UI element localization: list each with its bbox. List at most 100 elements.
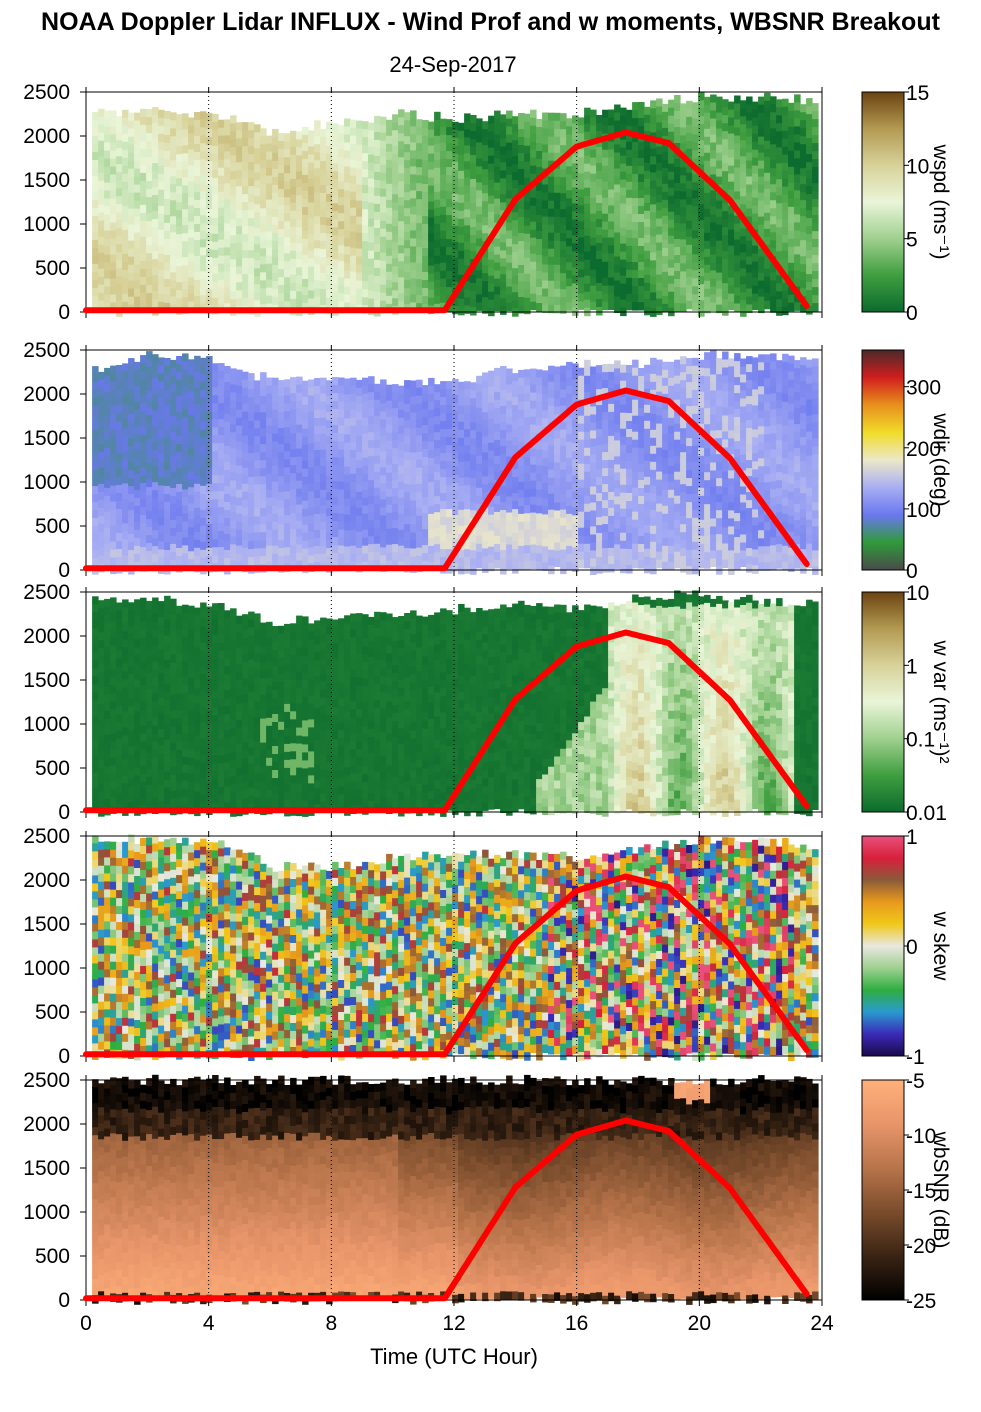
heatmap-cell xyxy=(584,195,591,205)
heatmap-cell xyxy=(188,253,195,262)
heatmap-cell xyxy=(548,533,555,543)
heatmap-cell xyxy=(164,358,171,367)
heatmap-cell xyxy=(380,196,387,206)
heatmap-cell xyxy=(380,180,387,190)
heatmap-cell xyxy=(548,232,555,242)
heatmap-cell xyxy=(440,254,447,264)
heatmap-cell xyxy=(578,117,585,126)
heatmap-cell xyxy=(752,157,759,167)
heatmap-cell xyxy=(284,229,291,238)
heatmap-cell xyxy=(200,271,207,280)
heatmap-cell xyxy=(440,501,447,510)
heatmap-cell xyxy=(128,462,135,471)
heatmap-cell xyxy=(806,98,813,107)
heatmap-cell xyxy=(92,175,99,185)
heatmap-cell xyxy=(374,527,381,537)
heatmap-cell xyxy=(200,255,207,264)
heatmap-cell xyxy=(134,192,141,202)
heatmap-cell xyxy=(242,395,249,405)
heatmap-cell xyxy=(338,385,345,394)
heatmap-cell xyxy=(320,153,327,162)
heatmap-cell xyxy=(110,477,117,487)
heatmap-cell xyxy=(308,210,315,219)
heatmap-cell xyxy=(230,536,237,545)
heatmap-cell xyxy=(392,552,399,561)
heatmap-cell xyxy=(164,510,171,519)
heatmap-cell xyxy=(200,279,207,288)
heatmap-cell xyxy=(92,454,99,463)
heatmap-cell xyxy=(176,476,183,485)
heatmap-cell xyxy=(116,236,123,245)
heatmap-cell xyxy=(152,458,159,467)
heatmap-cell xyxy=(110,198,117,207)
heatmap-cell xyxy=(434,536,441,545)
heatmap-cell xyxy=(128,144,135,154)
heatmap-cell xyxy=(698,132,705,141)
heatmap-cell xyxy=(302,278,309,288)
heatmap-cell xyxy=(524,385,531,394)
heatmap-cell xyxy=(164,518,171,527)
heatmap-cell xyxy=(674,239,681,248)
heatmap-cell xyxy=(212,137,219,147)
heatmap-cell xyxy=(422,385,429,394)
heatmap-cell xyxy=(308,491,315,500)
heatmap-cell xyxy=(620,235,627,245)
heatmap-cell xyxy=(386,223,393,233)
heatmap-cell xyxy=(146,285,153,294)
heatmap-cell xyxy=(476,286,483,295)
heatmap-cell xyxy=(296,131,303,140)
heatmap-cell xyxy=(200,231,207,240)
heatmap-cell xyxy=(338,497,345,506)
heatmap-cell xyxy=(812,263,819,272)
heatmap-cell xyxy=(152,155,159,164)
heatmap-cell xyxy=(434,231,441,241)
heatmap-cell xyxy=(170,359,177,369)
heatmap-cell xyxy=(512,565,519,574)
heatmap-cell xyxy=(146,221,153,230)
heatmap-cell xyxy=(284,285,291,294)
heatmap-cell xyxy=(176,364,183,373)
heatmap-cell xyxy=(422,136,429,145)
heatmap-cell xyxy=(698,108,705,117)
heatmap-cell xyxy=(308,202,315,211)
heatmap-cell xyxy=(392,242,399,251)
heatmap-cell xyxy=(356,288,363,298)
heatmap-cell xyxy=(590,205,597,215)
heatmap-cell xyxy=(428,473,435,483)
heatmap-cell xyxy=(368,234,375,244)
heatmap-cell xyxy=(254,524,261,533)
heatmap-cell xyxy=(410,476,417,485)
heatmap-cell xyxy=(146,181,153,190)
heatmap-cell xyxy=(104,495,111,505)
heatmap-cell xyxy=(170,280,177,289)
heatmap-cell xyxy=(344,174,351,183)
heatmap-cell xyxy=(662,207,669,217)
heatmap-cell xyxy=(188,487,195,496)
heatmap-cell xyxy=(296,408,303,418)
heatmap-cell xyxy=(596,275,603,284)
heatmap-cell xyxy=(248,533,255,542)
heatmap-cell xyxy=(140,292,147,302)
heatmap-cell xyxy=(476,487,483,497)
heatmap-cell xyxy=(380,204,387,214)
heatmap-cell xyxy=(638,182,645,191)
heatmap-cell xyxy=(326,233,333,243)
heatmap-cell xyxy=(800,104,807,113)
heatmap-cell xyxy=(698,140,705,149)
heatmap-cell xyxy=(434,287,441,297)
heatmap-cell xyxy=(362,129,369,138)
heatmap-cell xyxy=(434,512,441,521)
heatmap-cell xyxy=(350,521,357,531)
heatmap-cell xyxy=(506,134,513,144)
heatmap-cell xyxy=(116,397,123,406)
heatmap-cell xyxy=(710,190,717,199)
heatmap-cell xyxy=(434,560,441,569)
heatmap-cell xyxy=(626,245,633,255)
heatmap-cell xyxy=(356,531,363,541)
heatmap-cell xyxy=(416,215,423,224)
heatmap-cell xyxy=(248,453,255,462)
heatmap-cell xyxy=(416,483,423,493)
heatmap-cell xyxy=(104,254,111,264)
heatmap-cell xyxy=(380,268,387,278)
heatmap-cell xyxy=(740,300,747,309)
